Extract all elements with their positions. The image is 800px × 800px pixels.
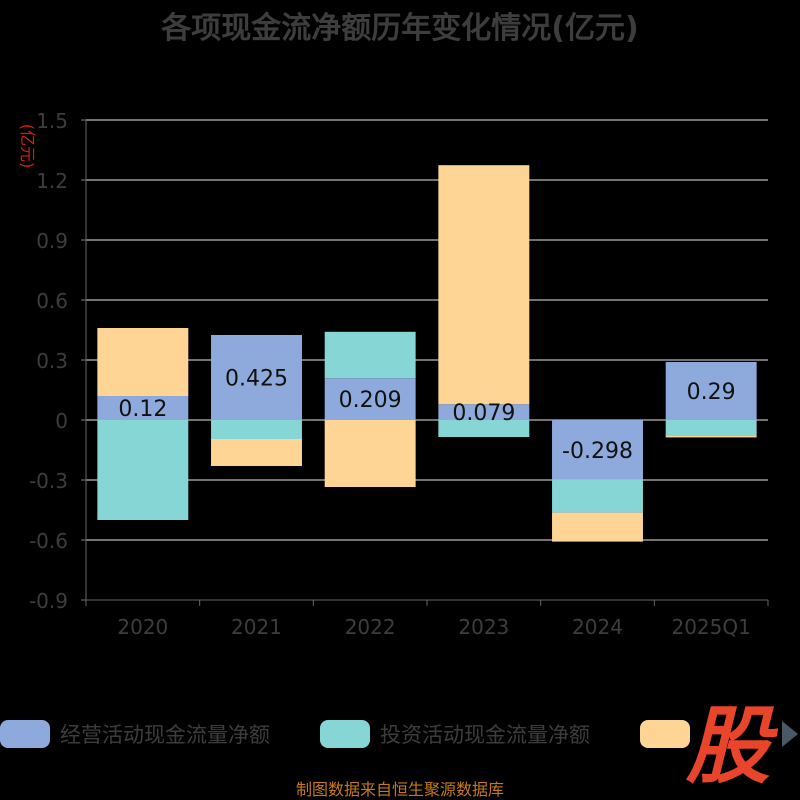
y-tick-label: 0.9 — [36, 229, 68, 253]
data-label: 0.29 — [687, 380, 736, 405]
legend: 经营活动现金流量净额 投资活动现金流量净额 — [0, 720, 690, 748]
bar-segment — [438, 420, 530, 437]
y-tick-label: 1.5 — [36, 109, 68, 133]
bar-segment — [211, 420, 302, 439]
legend-label: 经营活动现金流量净额 — [60, 723, 270, 747]
bar-segment — [324, 420, 416, 487]
data-label: -0.298 — [562, 439, 633, 464]
bar-segment — [665, 420, 757, 436]
x-tick-label: 2025Q1 — [671, 615, 750, 639]
chart-title: 各项现金流净额历年变化情况(亿元) — [160, 11, 638, 46]
source-note: 制图数据来自恒生聚源数据库 — [296, 780, 504, 799]
legend-swatch — [320, 720, 370, 748]
y-tick-label: 0 — [55, 409, 68, 433]
x-tick-label: 2020 — [117, 615, 168, 639]
bar-segment — [324, 331, 416, 379]
bar-segment — [552, 420, 643, 480]
bar-segment — [324, 378, 416, 420]
x-tick-label: 2023 — [458, 615, 509, 639]
bar-segment — [665, 436, 757, 438]
x-tick-label: 2021 — [231, 615, 282, 639]
bar-segment — [665, 362, 757, 420]
bar-segment — [211, 439, 302, 466]
legend-next-arrow-icon[interactable] — [782, 721, 798, 747]
x-tick-label: 2022 — [345, 615, 396, 639]
y-tick-label: 1.2 — [36, 169, 68, 193]
y-tick-label: -0.3 — [29, 469, 68, 493]
bar-segment — [97, 328, 189, 396]
bar-segment — [438, 404, 530, 420]
grid-lines — [81, 119, 769, 606]
y-tick-label: -0.9 — [29, 589, 68, 613]
x-tick-labels: 2020 2021 2022 2023 2024 2025Q1 — [117, 615, 750, 639]
y-tick-label: 0.6 — [36, 289, 68, 313]
bar-segment — [438, 165, 530, 405]
legend-swatch — [0, 720, 50, 748]
y-tick-label: -0.6 — [29, 529, 68, 553]
bar-segment — [211, 335, 302, 420]
legend-swatch — [640, 720, 690, 748]
legend-label: 投资活动现金流量净额 — [380, 723, 590, 747]
bar-segment — [552, 479, 643, 513]
bar-segment — [552, 512, 643, 542]
y-tick-labels: 1.5 1.2 0.9 0.6 0.3 0 -0.3 -0.6 -0.9 — [29, 109, 68, 613]
y-axis-label: (亿元) — [18, 124, 37, 169]
bar-segment — [97, 396, 189, 420]
bar-marks: 0.12 0.425 0.209 0.079 -0.298 0.29 — [97, 165, 757, 542]
y-tick-label: 0.3 — [36, 349, 68, 373]
data-label: 0.209 — [339, 388, 402, 413]
data-label: 0.425 — [225, 367, 288, 392]
x-tick-label: 2024 — [572, 615, 623, 639]
data-label: 0.079 — [452, 401, 515, 426]
data-label: 0.12 — [118, 397, 167, 422]
bar-segment — [97, 420, 189, 520]
brand-watermark-logo: 股 — [686, 697, 771, 795]
